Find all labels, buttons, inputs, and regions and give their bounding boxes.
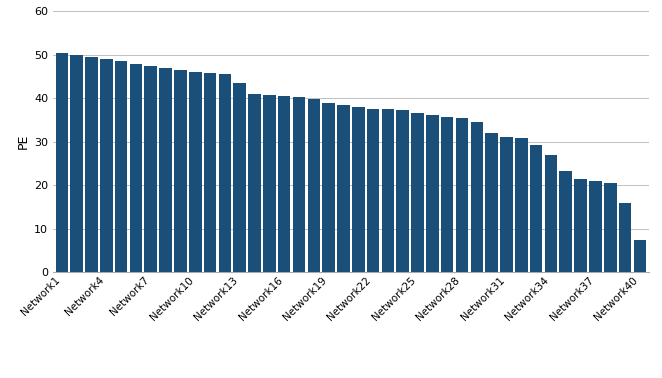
Bar [619,203,632,272]
Bar [160,68,172,272]
Bar [218,74,231,272]
Bar [530,145,542,272]
Bar [100,59,113,272]
Bar [367,109,379,272]
Bar [455,118,468,272]
Bar [248,94,261,272]
Bar [604,183,616,272]
Bar [204,73,216,272]
Bar [115,61,127,272]
Bar [397,110,409,272]
Bar [263,95,275,272]
Bar [130,64,142,272]
Bar [545,155,557,272]
Bar [381,109,394,272]
Bar [441,116,453,272]
Bar [634,240,646,272]
Bar [337,105,350,272]
Bar [189,72,201,272]
Bar [500,138,513,272]
Bar [559,171,572,272]
Bar [144,66,157,272]
Bar [589,181,602,272]
Y-axis label: PE: PE [17,134,30,149]
Bar [485,133,498,272]
Bar [278,96,291,272]
Bar [174,70,187,272]
Bar [56,53,68,272]
Bar [234,83,246,272]
Bar [515,138,528,272]
Bar [411,113,424,272]
Bar [293,98,305,272]
Bar [352,107,365,272]
Bar [85,57,98,272]
Bar [426,115,439,272]
Bar [574,179,587,272]
Bar [308,99,320,272]
Bar [471,122,483,272]
Bar [70,55,83,272]
Bar [322,103,335,272]
